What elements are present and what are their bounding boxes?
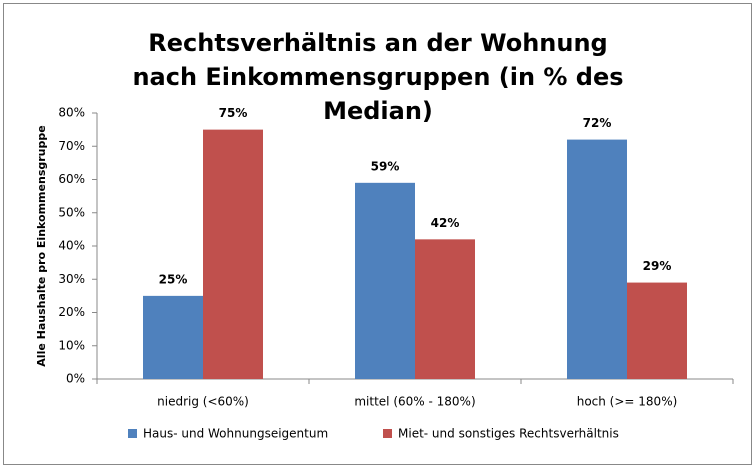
data-label: 25% — [159, 272, 188, 286]
chart-title: Rechtsverhältnis an der Wohnung nach Ein… — [132, 29, 624, 125]
legend-swatch — [128, 429, 137, 438]
y-tick-label: 70% — [58, 139, 85, 153]
y-tick-label: 80% — [58, 106, 85, 120]
data-label: 75% — [219, 106, 248, 120]
y-tick-label: 40% — [58, 239, 85, 253]
y-tick-label: 0% — [66, 372, 85, 386]
bar — [567, 139, 627, 379]
bar — [415, 239, 475, 379]
y-axis-label: Alle Haushalte pro Einkommensgruppe — [35, 125, 48, 366]
x-tick-label: hoch (>= 180%) — [577, 395, 678, 409]
x-tick-label: niedrig (<60%) — [157, 395, 249, 409]
legend-swatch — [383, 429, 392, 438]
legend-label: Haus- und Wohnungseigentum — [143, 427, 328, 441]
legend-label: Miet- und sonstiges Rechtsverhältnis — [398, 427, 619, 441]
bar — [355, 182, 415, 379]
y-tick-label: 60% — [58, 172, 85, 186]
data-label: 29% — [643, 259, 672, 273]
y-tick-label: 30% — [58, 272, 85, 286]
x-tick-label: mittel (60% - 180%) — [354, 395, 475, 409]
bar — [627, 282, 687, 379]
y-tick-label: 10% — [58, 338, 85, 352]
bar — [143, 295, 203, 379]
y-tick-label: 20% — [58, 305, 85, 319]
bar — [203, 129, 263, 379]
y-tick-label: 50% — [58, 205, 85, 219]
data-label: 42% — [431, 216, 460, 230]
data-label: 72% — [583, 116, 612, 130]
data-label: 59% — [371, 159, 400, 173]
